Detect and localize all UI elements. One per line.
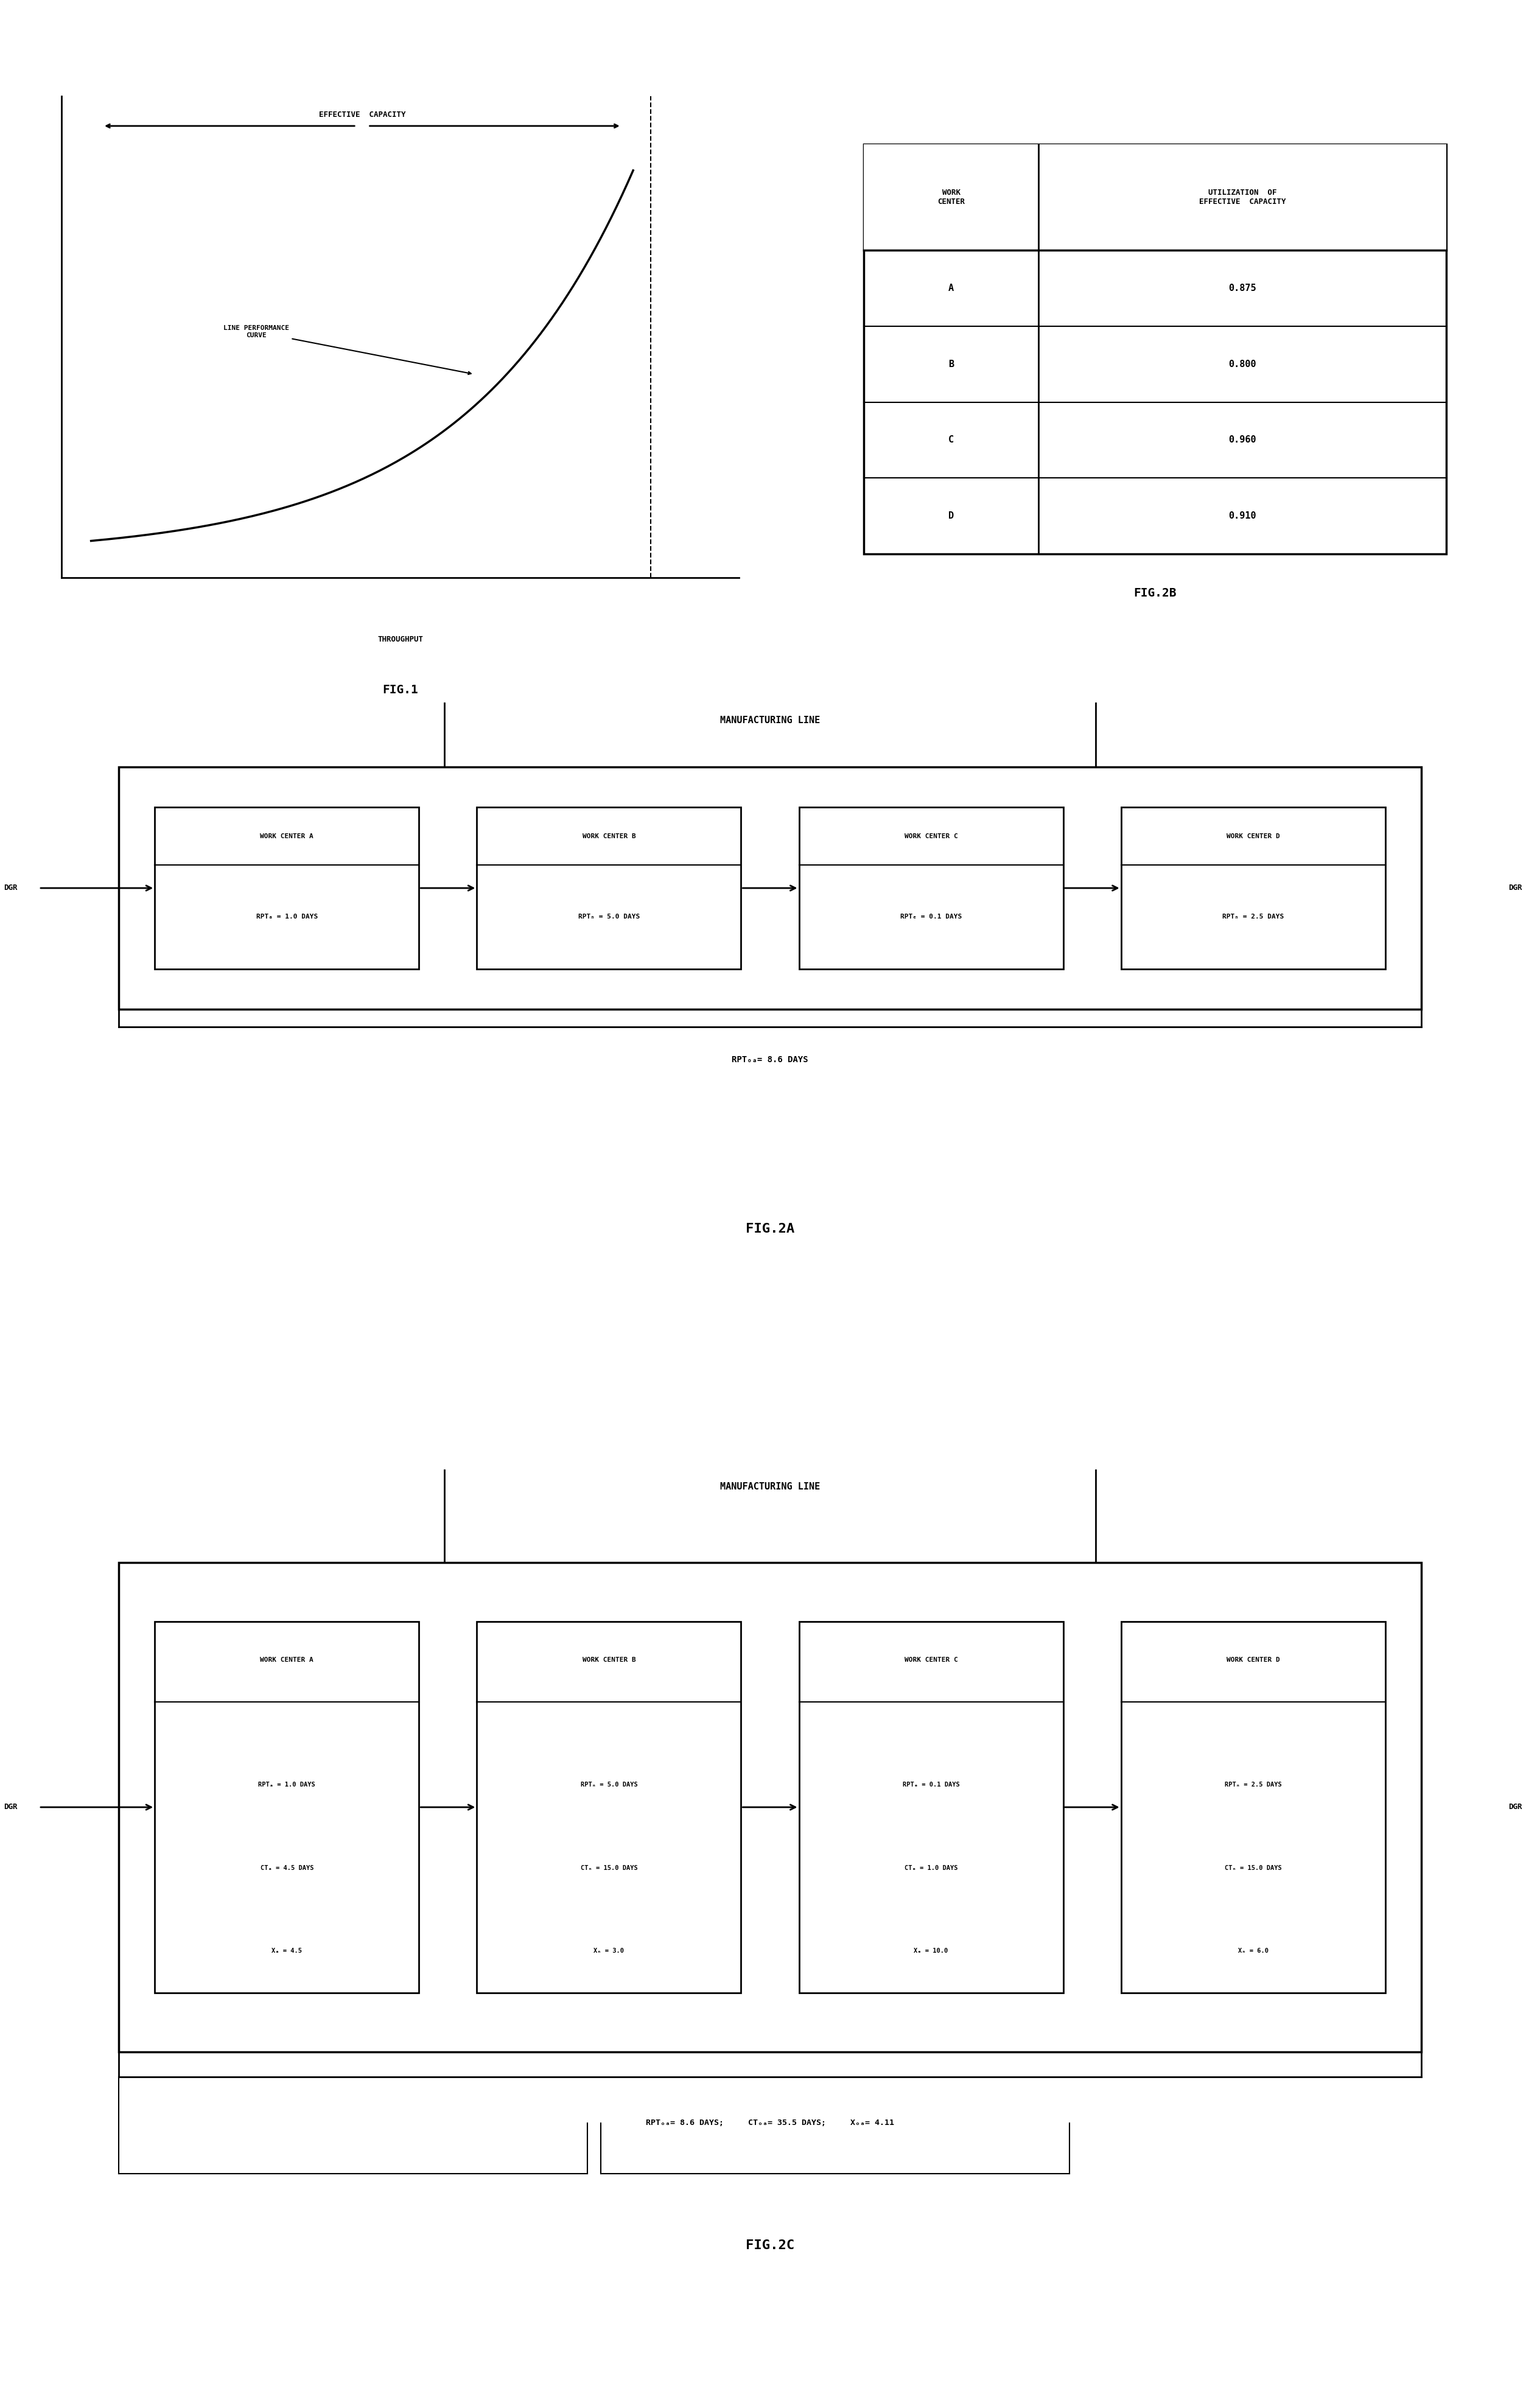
- Text: RPTₙ = 2.5 DAYS: RPTₙ = 2.5 DAYS: [1224, 1782, 1281, 1789]
- Text: RPTₙ = 2.5 DAYS: RPTₙ = 2.5 DAYS: [1223, 915, 1284, 920]
- Text: WORK CENTER A: WORK CENTER A: [260, 833, 314, 838]
- Text: CTₙ = 15.0 DAYS: CTₙ = 15.0 DAYS: [581, 1864, 638, 1871]
- Bar: [154, 1623, 419, 1994]
- Text: Xₙ = 3.0: Xₙ = 3.0: [594, 1948, 624, 1955]
- Text: D: D: [949, 510, 955, 520]
- Text: A: A: [949, 284, 955, 294]
- Text: WORK
CENTER: WORK CENTER: [938, 188, 966, 207]
- Text: MANUFACTURING LINE: MANUFACTURING LINE: [721, 715, 819, 725]
- FancyBboxPatch shape: [864, 144, 1446, 554]
- Bar: [799, 807, 1063, 968]
- Text: B: B: [949, 359, 955, 368]
- Bar: [477, 807, 741, 968]
- Text: WORK CENTER A: WORK CENTER A: [260, 1657, 314, 1664]
- Text: 0.875: 0.875: [1229, 284, 1257, 294]
- Text: RPTₐ = 1.0 DAYS: RPTₐ = 1.0 DAYS: [256, 915, 317, 920]
- Text: WORK CENTER D: WORK CENTER D: [1226, 1657, 1280, 1664]
- Text: 0.910: 0.910: [1229, 510, 1257, 520]
- Text: C: C: [949, 436, 955, 445]
- Text: CTₙ = 15.0 DAYS: CTₙ = 15.0 DAYS: [1224, 1864, 1281, 1871]
- Text: Xₑ = 10.0: Xₑ = 10.0: [913, 1948, 949, 1955]
- Text: FIG.2B: FIG.2B: [1133, 588, 1177, 600]
- Text: Xₙ = 6.0: Xₙ = 6.0: [1238, 1948, 1269, 1955]
- Text: RPTₑ = 0.1 DAYS: RPTₑ = 0.1 DAYS: [901, 915, 963, 920]
- Text: RPTₙ = 5.0 DAYS: RPTₙ = 5.0 DAYS: [578, 915, 639, 920]
- Text: WORK CENTER B: WORK CENTER B: [582, 1657, 636, 1664]
- Text: WORK CENTER D: WORK CENTER D: [1226, 833, 1280, 838]
- Text: RPTₒₐ= 8.6 DAYS: RPTₒₐ= 8.6 DAYS: [732, 1055, 808, 1064]
- Text: DGR: DGR: [3, 884, 17, 891]
- Text: CTₑ = 1.0 DAYS: CTₑ = 1.0 DAYS: [904, 1864, 958, 1871]
- Text: RPTₒₐ= 8.6 DAYS;     CTₒₐ= 35.5 DAYS;     Xₒₐ= 4.11: RPTₒₐ= 8.6 DAYS; CTₒₐ= 35.5 DAYS; Xₒₐ= 4…: [645, 2119, 895, 2126]
- Text: 0.800: 0.800: [1229, 359, 1257, 368]
- Text: MANUFACTURING LINE: MANUFACTURING LINE: [721, 1483, 819, 1491]
- Bar: [1121, 1623, 1386, 1994]
- Text: CTₐ = 4.5 DAYS: CTₐ = 4.5 DAYS: [260, 1864, 314, 1871]
- Text: THROUGHPUT: THROUGHPUT: [377, 636, 424, 643]
- Text: WORK CENTER C: WORK CENTER C: [904, 1657, 958, 1664]
- Text: RPTₐ = 1.0 DAYS: RPTₐ = 1.0 DAYS: [259, 1782, 316, 1789]
- Text: DGR: DGR: [3, 1804, 17, 1811]
- Text: WORK CENTER B: WORK CENTER B: [582, 833, 636, 838]
- Bar: [154, 807, 419, 968]
- Bar: [1121, 807, 1386, 968]
- Text: LINE PERFORMANCE
CURVE: LINE PERFORMANCE CURVE: [223, 325, 471, 373]
- Text: WORK CENTER C: WORK CENTER C: [904, 833, 958, 838]
- Text: FIG.1: FIG.1: [382, 684, 419, 696]
- Bar: [119, 766, 1421, 1009]
- Text: FIG.2C: FIG.2C: [745, 2239, 795, 2251]
- Text: Xₐ = 4.5: Xₐ = 4.5: [271, 1948, 302, 1955]
- Text: RPTₙ = 5.0 DAYS: RPTₙ = 5.0 DAYS: [581, 1782, 638, 1789]
- Text: DGR: DGR: [1508, 884, 1522, 891]
- Text: UTILIZATION  OF
EFFECTIVE  CAPACITY: UTILIZATION OF EFFECTIVE CAPACITY: [1200, 188, 1286, 207]
- Bar: [799, 1623, 1063, 1994]
- FancyBboxPatch shape: [864, 144, 1446, 250]
- Text: EFFECTIVE  CAPACITY: EFFECTIVE CAPACITY: [319, 111, 405, 118]
- Bar: [119, 1563, 1421, 2052]
- Bar: [477, 1623, 741, 1994]
- Text: RPTₑ = 0.1 DAYS: RPTₑ = 0.1 DAYS: [902, 1782, 959, 1789]
- Text: FIG.2A: FIG.2A: [745, 1223, 795, 1235]
- Text: DGR: DGR: [1508, 1804, 1522, 1811]
- Text: 0.960: 0.960: [1229, 436, 1257, 445]
